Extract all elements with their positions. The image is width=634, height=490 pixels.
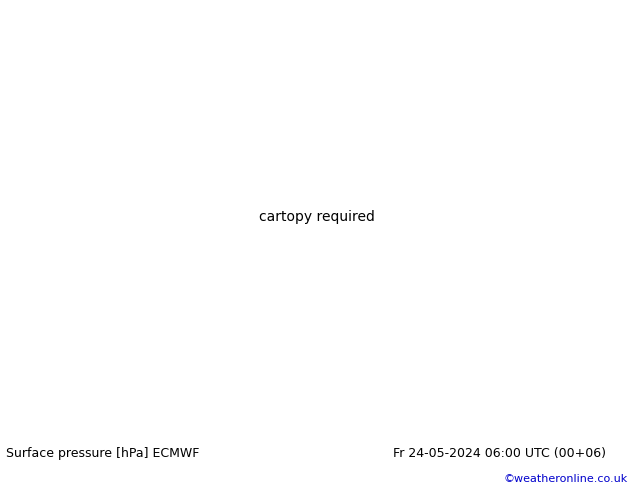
Text: cartopy required: cartopy required	[259, 210, 375, 224]
Text: Fr 24-05-2024 06:00 UTC (00+06): Fr 24-05-2024 06:00 UTC (00+06)	[393, 447, 606, 460]
Text: ©weatheronline.co.uk: ©weatheronline.co.uk	[503, 474, 628, 484]
Text: Surface pressure [hPa] ECMWF: Surface pressure [hPa] ECMWF	[6, 447, 200, 460]
